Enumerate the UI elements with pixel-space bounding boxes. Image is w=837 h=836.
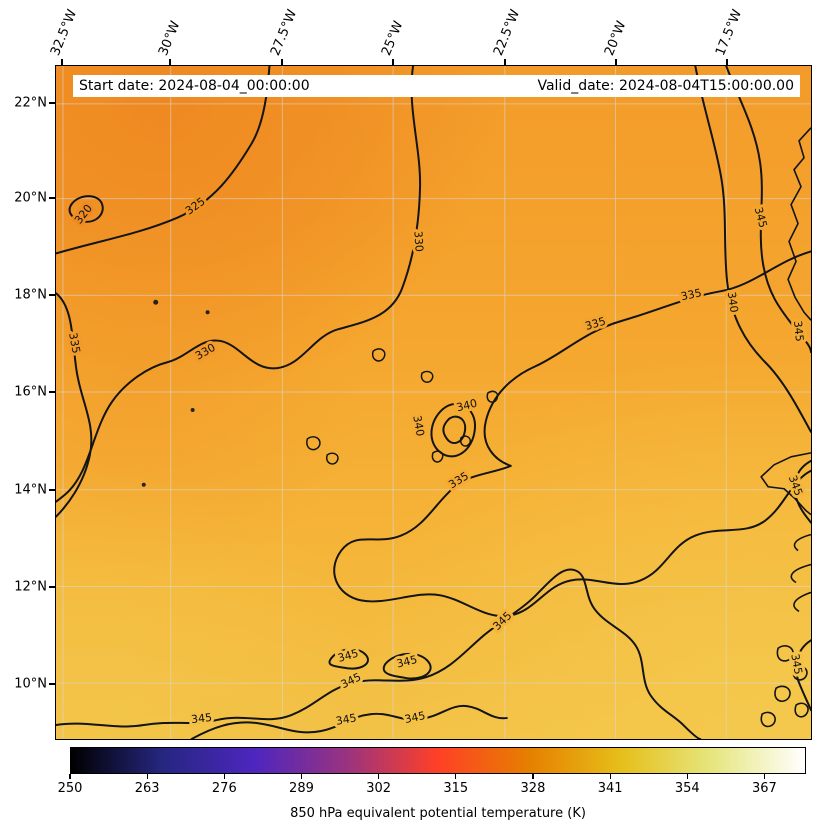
island-outline	[420, 370, 434, 383]
island-outline	[371, 348, 386, 362]
colorbar-tick-label: 367	[751, 781, 777, 796]
colorbar-tick-label: 250	[57, 781, 83, 796]
x-tick-label: 25°W	[379, 19, 407, 58]
contour-map-svg: 320 3253303303353353353353403403403453453…	[56, 66, 811, 739]
contour-line-345-south-loop-b	[382, 652, 432, 680]
cape-verde-islands	[306, 348, 499, 465]
contour-line-340-center-inner	[442, 415, 467, 445]
colorbar-tick-label: 302	[366, 781, 392, 796]
colorbar-tick-label: 315	[443, 781, 469, 796]
small-contour-specks	[141, 299, 210, 487]
contour-line-330	[56, 66, 422, 503]
y-tick-label: 22°N	[14, 95, 47, 111]
start-date-text: Start date: 2024-08-04_00:00:00	[79, 78, 310, 94]
island-outline	[459, 435, 472, 447]
coastline-northeast	[787, 127, 811, 321]
colorbar-tick-mark	[146, 774, 148, 779]
island-outline	[431, 450, 444, 463]
y-tick-label: 12°N	[14, 579, 47, 595]
colorbar-tick-label: 289	[289, 781, 314, 796]
island-outline	[325, 452, 339, 465]
y-axis-tick-marks	[49, 65, 55, 740]
contour-line-325	[56, 66, 271, 255]
colorbar-tick-mark	[223, 774, 225, 779]
island-outline	[486, 390, 499, 403]
contour-line-320	[68, 195, 104, 223]
colorbar-tick-label: 328	[520, 781, 546, 796]
x-tick-mark	[615, 59, 617, 65]
contour-label-340: 340	[725, 291, 741, 314]
contour-label-345: 345	[791, 320, 806, 342]
y-axis-tick-labels: 22°N 20°N 18°N 16°N 14°N 12°N 10°N	[0, 65, 47, 740]
contour-label-330: 330	[411, 231, 425, 253]
grid-lines	[56, 66, 811, 739]
x-tick-label: 17.5°W	[713, 7, 746, 59]
y-tick-mark	[49, 294, 55, 296]
y-tick-mark	[49, 102, 55, 104]
contour-line-345-northeast	[725, 66, 811, 354]
y-tick-label: 18°N	[14, 287, 47, 303]
colorbar-tick-marks	[69, 774, 806, 779]
temperature-field	[56, 66, 811, 739]
colorbar-tick-mark	[455, 774, 457, 779]
contour-label-345: 345	[190, 711, 212, 726]
contour-line-340-east	[694, 66, 811, 433]
x-tick-label: 22.5°W	[491, 7, 524, 59]
colorbar-tick-mark	[69, 774, 71, 779]
x-tick-mark	[281, 59, 283, 65]
y-tick-label: 16°N	[14, 384, 47, 400]
date-banner: Start date: 2024-08-04_00:00:00 Valid_da…	[73, 75, 800, 97]
coastlines	[760, 127, 811, 728]
x-tick-mark	[726, 59, 728, 65]
contour-line-335-main	[333, 250, 811, 618]
colorbar-tick-label: 341	[597, 781, 623, 796]
colorbar-tick-label: 354	[674, 781, 700, 796]
x-tick-mark	[392, 59, 394, 65]
colorbar-tick-mark	[686, 774, 688, 779]
contour-lines	[56, 66, 811, 739]
x-axis-tick-labels: 32.5°W 30°W 27.5°W 25°W 22.5°W 20°W 17.5°W	[48, 0, 812, 59]
coastline-islands-southeast	[760, 645, 809, 728]
colorbar-label: 850 hPa equivalent potential temperature…	[290, 806, 586, 821]
x-tick-mark	[504, 59, 506, 65]
colorbar-tick-mark	[378, 774, 380, 779]
y-tick-mark	[49, 489, 55, 491]
contour-line-340-center-loop	[430, 402, 476, 458]
y-tick-mark	[49, 391, 55, 393]
x-tick-label: 27.5°W	[268, 7, 301, 59]
valid-date-text: Valid_date: 2024-08-04T15:00:00.00	[537, 78, 794, 94]
y-tick-label: 10°N	[14, 676, 47, 692]
colorbar-tick-mark	[763, 774, 765, 779]
x-axis-tick-marks	[55, 59, 812, 65]
map-plot: 320 325 330 330 335 335 335 335 340 340 340 345 345 3…	[55, 65, 812, 740]
y-tick-label: 20°N	[14, 190, 47, 206]
colorbar-tick-label: 276	[211, 781, 237, 796]
contour-line-345-southeast	[795, 639, 811, 712]
coastline-estuaries	[790, 533, 811, 613]
contour-line-345-south-loop-a	[328, 648, 369, 670]
colorbar-tick-labels: 250 263 276 289 302 315 328 341 354 367	[58, 781, 806, 798]
colorbar-tick-mark	[300, 774, 303, 779]
x-tick-label: 32.5°W	[48, 7, 81, 59]
colorbar-tick-mark	[609, 774, 611, 779]
colorbar-tick-mark	[532, 774, 534, 779]
x-tick-label: 30°W	[156, 19, 184, 58]
y-tick-mark	[49, 683, 55, 685]
y-tick-mark	[49, 197, 55, 199]
colorbar	[70, 747, 806, 774]
contour-line-335-west	[56, 292, 93, 518]
colorbar-tick-label: 263	[134, 781, 160, 796]
y-tick-mark	[49, 586, 55, 588]
x-tick-mark	[61, 59, 63, 65]
contour-line-345-south-main	[56, 568, 702, 739]
island-outline	[306, 436, 321, 451]
x-tick-mark	[169, 59, 171, 65]
y-tick-label: 14°N	[14, 482, 47, 498]
coastline-cap-vert-peninsula	[760, 452, 811, 516]
contour-line-345-south-secondary	[190, 704, 508, 739]
x-tick-label: 20°W	[602, 19, 630, 58]
